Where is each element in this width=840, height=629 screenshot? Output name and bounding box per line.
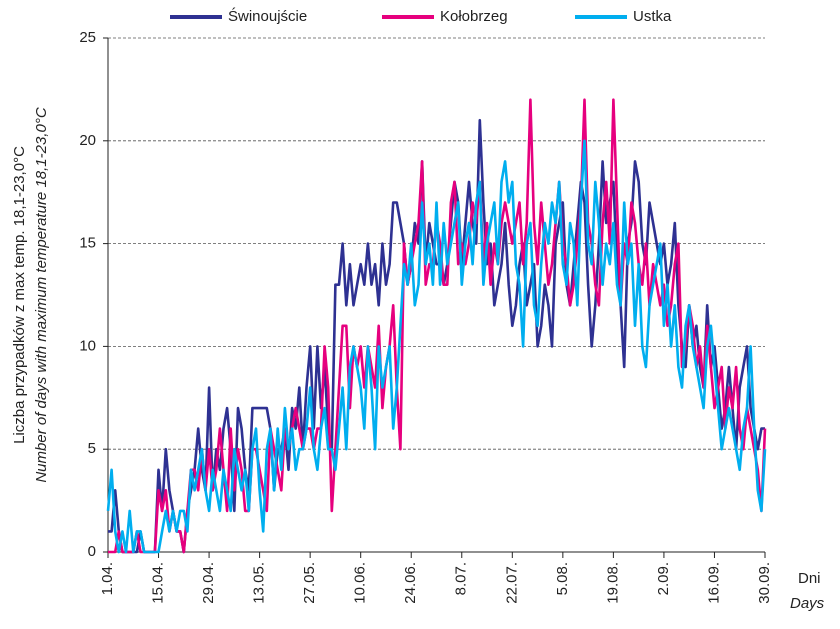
x-tick-label: 15.04. [150,562,167,604]
x-tick-label: 13.05. [251,562,268,604]
y-tick-label: 10 [79,337,96,354]
x-tick-label: 1.04. [99,562,116,595]
x-tick-label: 24.06. [402,562,419,604]
x-tick-label: 8.07. [453,562,470,595]
x-tick-label: 19.08. [604,562,621,604]
x-tick-label: 22.07. [503,562,520,604]
x-tick-label: 27.05. [301,562,318,604]
legend-label: Świnoujście [228,7,307,25]
y-tick-label: 25 [79,29,96,46]
x-axis-title-en: Days [790,595,825,612]
y-tick-label: 15 [79,235,96,252]
y-tick-label: 0 [88,543,96,560]
x-tick-label: 2.09. [655,562,672,595]
legend-label: Ustka [633,8,672,25]
series-line [108,98,767,554]
x-tick-label: 30.09. [756,562,773,604]
series-line [106,139,767,554]
x-tick-label: 29.04. [200,562,217,604]
x-tick-label: 16.09. [705,562,722,604]
y-tick-label: 5 [88,440,96,457]
legend-label: Kołobrzeg [440,8,508,25]
y-axis-title: Liczba przypadków z max temp. 18,1-23,0°… [11,146,28,444]
x-tick-label: 5.08. [554,562,571,595]
y-tick-label: 20 [79,132,96,149]
x-axis-title: Dni [798,570,821,587]
y-axis-title-en: Number of days with maximum temperature … [33,107,50,482]
x-tick-label: 10.06. [352,562,369,604]
